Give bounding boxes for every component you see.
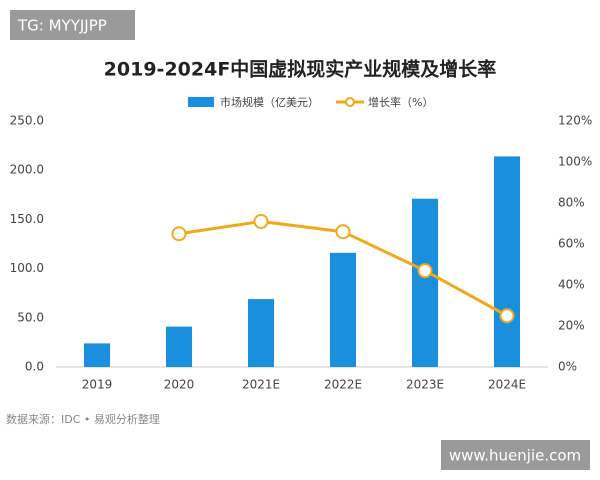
y2-tick-label: 120% <box>558 114 592 128</box>
site-bg <box>441 440 590 470</box>
bar <box>494 156 520 367</box>
line-point <box>335 224 351 240</box>
site: www.huenjie.com <box>449 447 581 465</box>
y2-tick-label: 20% <box>558 319 585 333</box>
bar <box>84 343 110 367</box>
y-tick-label: 200.0 <box>10 163 44 177</box>
line-point <box>253 213 269 229</box>
x-tick-label: 2019 <box>82 378 113 392</box>
y-tick-label: 150.0 <box>10 212 44 226</box>
bar <box>166 326 192 367</box>
y-tick-label: 100.0 <box>10 261 44 275</box>
y2-tick-label: 80% <box>558 196 585 210</box>
line-point <box>417 263 433 279</box>
legend-label: 市场规模（亿美元） <box>220 95 319 109</box>
y2-tick-label: 40% <box>558 278 585 292</box>
source: 数据来源：IDC • 易观分析整理 <box>6 412 160 426</box>
line-point <box>499 308 515 324</box>
y-tick-label: 0.0 <box>25 360 44 374</box>
y-tick-label: 50.0 <box>17 310 44 324</box>
bar <box>412 198 438 367</box>
y2-tick-label: 0% <box>558 360 577 374</box>
chart-title: 2019-2024F中国虚拟现实产业规模及增长率 <box>104 58 497 81</box>
y2-tick-label: 100% <box>558 155 592 169</box>
x-tick-label: 2022E <box>324 378 362 392</box>
y2-tick-label: 60% <box>558 237 585 251</box>
line-point <box>171 226 187 242</box>
bar <box>330 252 356 367</box>
legend-swatch <box>345 97 355 107</box>
legend-swatch <box>188 97 214 107</box>
x-tick-label: 2023E <box>406 378 444 392</box>
badge-bg <box>10 10 135 40</box>
y-tick-label: 250.0 <box>10 114 44 128</box>
bar <box>248 299 274 367</box>
legend-label: 增长率（%） <box>368 95 433 109</box>
x-tick-label: 2021E <box>242 378 280 392</box>
badge: TG: MYYJJPP <box>17 17 107 35</box>
x-tick-label: 2024E <box>488 378 526 392</box>
x-tick-label: 2020 <box>164 378 195 392</box>
